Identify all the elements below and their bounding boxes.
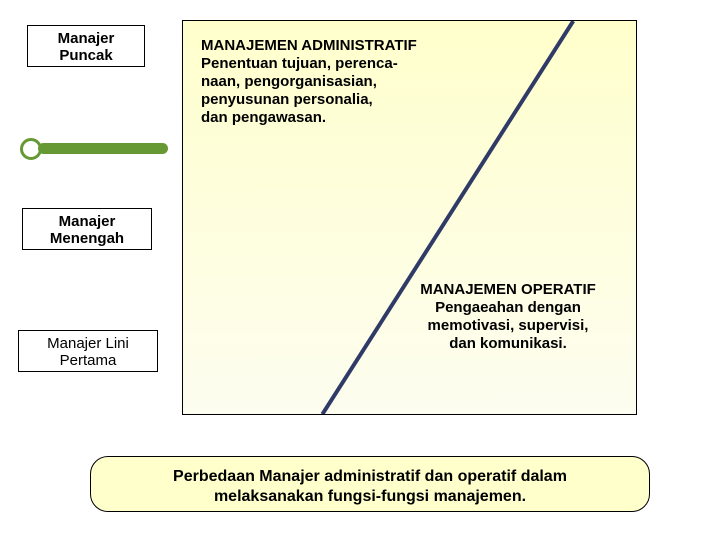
bullet-bar: [38, 143, 168, 154]
admin-body: Penentuan tujuan, perenca- naan, pengorg…: [201, 55, 461, 127]
admin-title: MANAJEMEN ADMINISTRATIF: [201, 37, 461, 55]
label-bottom: Manajer Lini Pertama: [18, 330, 158, 372]
label-mid: Manajer Menengah: [22, 208, 152, 250]
label-top: Manajer Puncak: [27, 25, 145, 67]
oper-text: MANAJEMEN OPERATIF Pengaeahan dengan mem…: [393, 281, 623, 353]
admin-text: MANAJEMEN ADMINISTRATIF Penentuan tujuan…: [201, 37, 461, 127]
diagram-canvas: Manajer Puncak Manajer Menengah Manajer …: [0, 0, 720, 540]
caption-box: Perbedaan Manajer administratif dan oper…: [90, 456, 650, 512]
main-frame: MANAJEMEN ADMINISTRATIF Penentuan tujuan…: [182, 20, 637, 415]
oper-title: MANAJEMEN OPERATIF: [393, 281, 623, 299]
oper-body: Pengaeahan dengan memotivasi, supervisi,…: [393, 299, 623, 353]
